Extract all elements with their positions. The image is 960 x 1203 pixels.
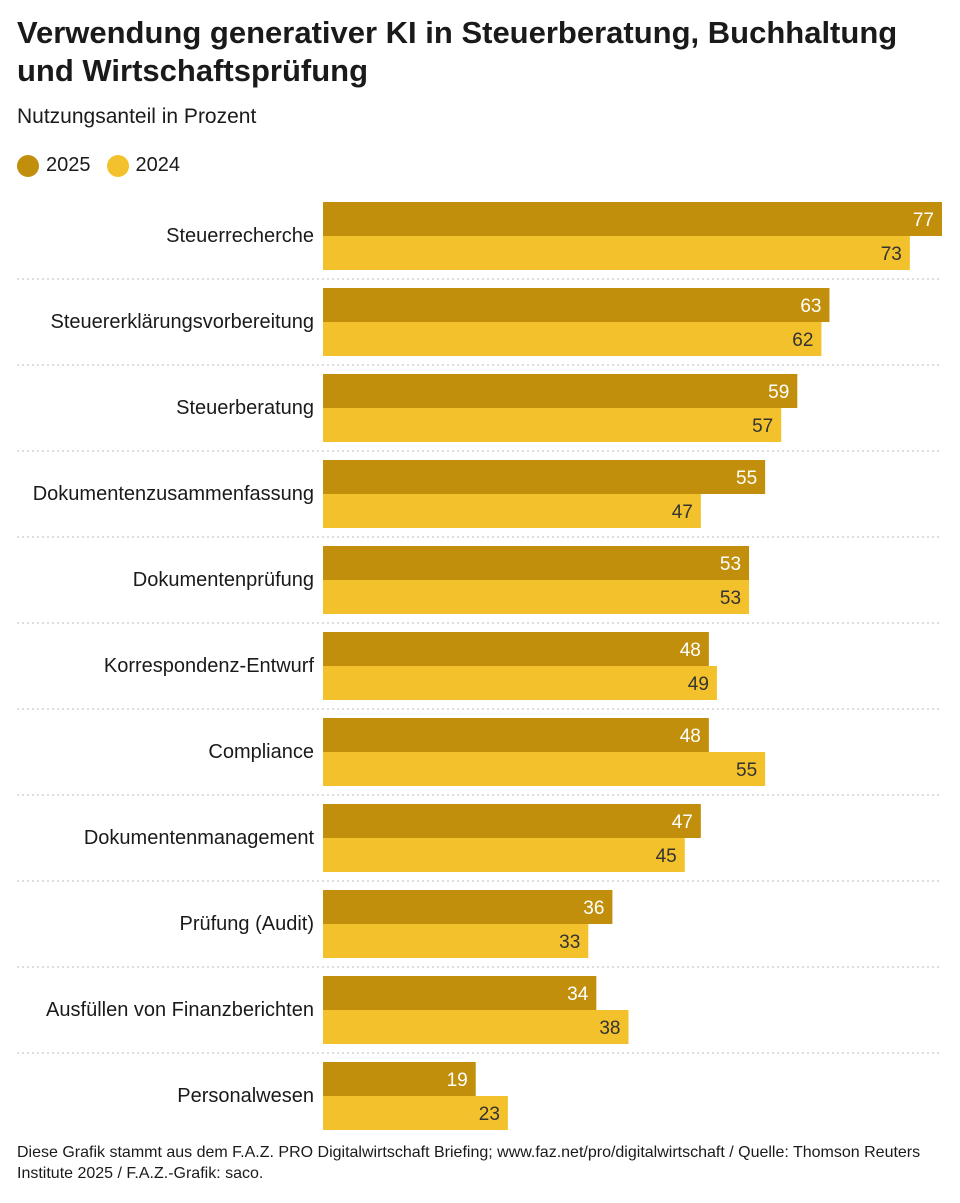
bar-group: Steuererklärungsvorbereitung 63 62 [17,288,942,366]
value-label-2025: 77 [913,210,934,231]
value-label-2024: 62 [792,330,813,351]
bar-2025 [323,804,701,838]
value-label-2024: 73 [881,244,902,265]
value-label-2025: 34 [567,984,589,1005]
bar-2025 [323,718,709,752]
bar-2024 [323,408,782,442]
bar-2024 [323,924,589,958]
bar-chart: Steuerrecherche 77 73 Steuererklärungsvorbe… [17,202,942,1130]
legend: 2025 2024 [17,154,196,177]
bar-2024 [323,236,910,270]
value-label-2024: 38 [599,1018,620,1039]
bar-group: Steuerberatung 59 57 [17,374,942,452]
value-label-2024: 45 [656,846,677,867]
value-label-2025: 47 [672,812,693,833]
bar-2024 [323,1010,629,1044]
value-label-2024: 33 [559,932,580,953]
bar-2025 [323,976,597,1010]
category-label: Ausfüllen von Finanzberichten [46,999,314,1021]
value-label-2025: 19 [447,1070,468,1091]
bar-2025 [323,374,798,408]
legend-item-2025: 2025 [17,154,91,177]
value-label-2025: 48 [680,726,701,747]
category-label: Steuerberatung [176,397,314,419]
chart-subtitle: Nutzungsanteil in Prozent [17,105,257,128]
bar-group: Personalwesen 19 23 [177,1062,508,1130]
value-label-2025: 36 [583,898,604,919]
legend-item-2024: 2024 [106,154,181,177]
bar-2024 [323,666,717,700]
bar-2024 [323,838,685,872]
bar-2025 [323,890,613,924]
value-label-2024: 47 [672,502,693,523]
value-label-2025: 55 [736,468,757,489]
value-label-2024: 23 [479,1104,500,1125]
bar-group: Dokumentenmanagement 47 45 [17,804,942,882]
category-label: Steuererklärungsvorbereitung [51,311,315,333]
bar-2025 [323,632,709,666]
legend-label-2024: 2024 [135,154,181,176]
value-label-2024: 55 [736,760,757,781]
bar-2025 [323,460,766,494]
bar-2025 [323,202,942,236]
category-label: Dokumentenmanagement [84,827,315,849]
category-label: Personalwesen [177,1085,314,1107]
bar-group: Dokumentenprüfung 53 53 [17,546,942,624]
chart-title: Verwendung generativer KI in Steuerberat… [17,15,898,88]
bar-2024 [323,580,750,614]
bar-group: Korrespondenz-Entwurf 48 49 [17,632,942,710]
bar-group: Dokumentenzusammenfassung 55 47 [17,460,942,538]
bar-group: Steuerrecherche 77 73 [17,202,942,280]
value-label-2025: 59 [768,382,789,403]
category-label: Compliance [208,741,314,763]
category-label: Dokumentenzusammenfassung [33,483,314,505]
value-label-2025: 48 [680,640,701,661]
legend-label-2025: 2025 [46,154,91,176]
bar-2024 [323,494,701,528]
value-label-2025: 63 [800,296,821,317]
legend-swatch-2024 [106,154,129,177]
source-footnote: Diese Grafik stammt aus dem F.A.Z. PRO D… [17,1144,921,1182]
category-label: Steuerrecherche [166,225,314,247]
bar-group: Ausfüllen von Finanzberichten 34 38 [17,976,942,1054]
bar-group: Compliance 48 55 [17,718,942,796]
value-label-2024: 49 [688,674,709,695]
bar-2024 [323,322,822,356]
category-label: Prüfung (Audit) [179,913,314,935]
bar-2025 [323,546,750,580]
bar-2024 [323,752,766,786]
bar-2025 [323,288,830,322]
value-label-2024: 57 [752,416,773,437]
legend-swatch-2025 [17,154,39,177]
bar-2025 [323,1062,476,1096]
bar-2024 [323,1096,508,1130]
value-label-2025: 53 [720,554,741,575]
value-label-2024: 53 [720,588,741,609]
category-label: Korrespondenz-Entwurf [104,655,315,677]
category-label: Dokumentenprüfung [133,569,314,591]
